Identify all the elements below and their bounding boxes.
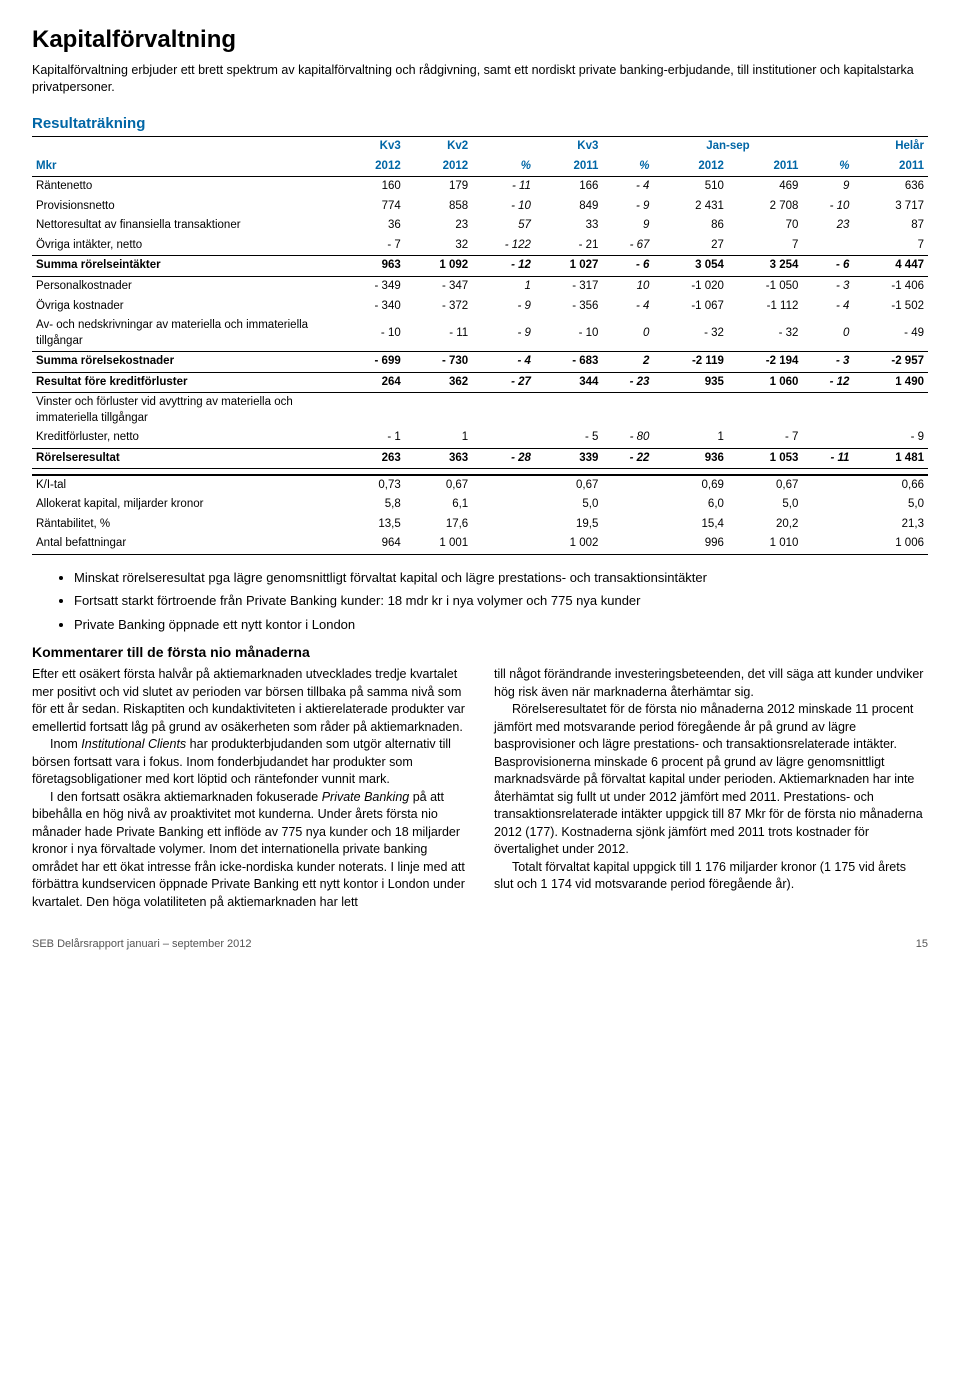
table-row: Räntenetto160179- 11166- 45104699636 [32,177,928,197]
table-row: Nettoresultat av finansiella transaktion… [32,216,928,236]
table-row: Antal befattningar9641 0011 0029961 0101… [32,534,928,554]
list-item: Fortsatt starkt förtroende från Private … [74,592,928,610]
subtotal-row: Summa rörelseintäkter9631 092- 121 027- … [32,256,928,277]
col-helar: Helår [853,137,928,157]
commentary-paragraph: Rörelseresultatet för de första nio måna… [494,701,928,859]
income-statement-table: Kv3 Kv2 Kv3 Jan-sep Helår Mkr 2012 2012 … [32,136,928,554]
commentary-paragraph: till något förändrande investeringsbetee… [494,666,928,701]
table-row: Personalkostnader- 349- 3471- 31710-1 02… [32,277,928,297]
highlight-bullets: Minskat rörelseresultat pga lägre genoms… [32,569,928,634]
commentary-body: Efter ett osäkert första halvår på aktie… [32,666,928,911]
table-row: Övriga kostnader- 340- 372- 9- 356- 4-1 … [32,297,928,317]
table-title: Resultaträkning [32,114,928,134]
col-kv3b: Kv3 [535,137,602,157]
commentary-paragraph: Inom Institutional Clients har produkter… [32,736,466,789]
table-header-period: Kv3 Kv2 Kv3 Jan-sep Helår [32,137,928,157]
col-mkr: Mkr [32,157,342,177]
list-item: Minskat rörelseresultat pga lägre genoms… [74,569,928,587]
table-row: K/I-tal0,730,670,670,690,670,66 [32,475,928,496]
col-kv3a: Kv3 [342,137,405,157]
commentary-paragraph: Totalt förvaltat kapital uppgick till 1 … [494,859,928,894]
table-row: Kreditförluster, netto- 11- 5- 801- 7- 9 [32,428,928,448]
col-jansep: Jan-sep [653,137,802,157]
subtotal-row: Summa rörelsekostnader- 699- 730- 4- 683… [32,352,928,373]
table-row: Vinster och förluster vid avyttring av m… [32,393,928,429]
subtotal-row: Resultat före kreditförluster264362- 273… [32,372,928,393]
list-item: Private Banking öppnade ett nytt kontor … [74,616,928,634]
commentary-paragraph: I den fortsatt osäkra aktiemarknaden fok… [32,789,466,912]
table-row: Räntabilitet, %13,517,619,515,420,221,3 [32,515,928,535]
table-row: Övriga intäkter, netto- 732- 122- 21- 67… [32,236,928,256]
table-header-years: Mkr 2012 2012 % 2011 % 2012 2011 % 2011 [32,157,928,177]
table-row: Av- och nedskrivningar av materiella och… [32,316,928,352]
col-kv2: Kv2 [405,137,472,157]
table-row: Provisionsnetto774858- 10849- 92 4312 70… [32,197,928,217]
commentary-heading: Kommentarer till de första nio månaderna [32,643,928,662]
intro-paragraph: Kapitalförvaltning erbjuder ett brett sp… [32,62,928,96]
page-number: 15 [916,937,928,952]
page-title: Kapitalförvaltning [32,24,928,56]
page-footer: SEB Delårsrapport januari – september 20… [32,937,928,952]
commentary-paragraph: Efter ett osäkert första halvår på aktie… [32,666,466,736]
total-row: Rörelseresultat263363- 28339- 229361 053… [32,448,928,469]
footer-text: SEB Delårsrapport januari – september 20… [32,937,252,952]
table-row: Allokerat kapital, miljarder kronor5,86,… [32,495,928,515]
